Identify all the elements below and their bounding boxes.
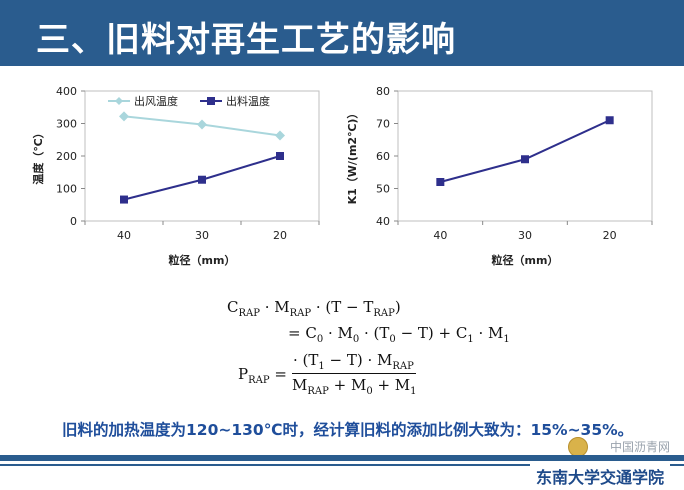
legend-label: 出料温度 [226, 94, 270, 108]
x-tick-label: 20 [603, 229, 617, 242]
formula-line2: = C0 · M0 · (T0 − T) + C1 · M1 [288, 324, 510, 345]
footer-school-name: 东南大学交通学院 [529, 462, 670, 490]
x-axis-label: 粒径（mm） [492, 253, 559, 267]
data-point [119, 111, 129, 122]
data-point [521, 155, 529, 164]
y-tick-label: 60 [376, 150, 390, 163]
legend-marker [115, 97, 123, 105]
x-tick-label: 20 [273, 229, 287, 242]
temperature-chart: 0 100 200 300 400 40 30 20 粒径（mm） 温度（℃） 出风温度 出料温度 [31, 85, 320, 267]
y-tick-label: 100 [56, 183, 77, 196]
x-axis-label: 粒径（mm） [169, 253, 236, 267]
footer-rule [0, 455, 684, 461]
fraction-bar [292, 373, 416, 374]
k1-chart: 40 50 60 70 80 40 30 20 粒径（mm） K1（W/(m2℃)） [346, 85, 653, 267]
x-tick-label: 30 [195, 229, 209, 242]
formula-numerator: · (T1 − T) · MRAP [293, 351, 414, 372]
conclusion-note: 旧料的加热温度为120~130℃时，经计算旧料的添加比例大致为：15%~35%。 [62, 421, 634, 439]
page-title: 三、旧料对再生工艺的影响 [36, 20, 456, 60]
legend-label: 出风温度 [134, 94, 178, 108]
x-tick-label: 30 [518, 229, 532, 242]
title-bar: 三、旧料对再生工艺的影响 [0, 0, 684, 66]
formula-denominator: MRAP + M0 + M1 [292, 376, 417, 397]
y-tick-label: 70 [376, 118, 390, 131]
data-point [605, 116, 614, 125]
y-tick-label: 300 [56, 118, 77, 131]
data-point [276, 152, 284, 160]
formula-line1: CRAP · MRAP · (T − TRAP) [227, 298, 401, 319]
x-tick-label: 40 [433, 229, 447, 242]
data-point [197, 119, 207, 130]
watermark-logo-icon [568, 437, 588, 457]
x-tick-label: 40 [117, 229, 131, 242]
y-axis-label: 温度（℃） [31, 127, 45, 184]
y-tick-label: 0 [70, 215, 77, 228]
legend-marker [207, 97, 215, 105]
watermark-text: 中国沥青网 [609, 440, 670, 454]
y-tick-label: 50 [376, 183, 390, 196]
y-tick-label: 40 [376, 215, 390, 228]
formula-lhs: PRAP = [238, 365, 287, 386]
data-point [275, 130, 285, 141]
y-tick-label: 80 [376, 85, 390, 98]
y-axis-label: K1（W/(m2℃)） [346, 108, 359, 205]
footer-rule-thin [0, 464, 684, 466]
data-point [198, 175, 206, 184]
data-point [436, 178, 445, 186]
data-point [120, 195, 128, 204]
y-tick-label: 400 [56, 85, 77, 98]
y-tick-label: 200 [56, 150, 77, 163]
